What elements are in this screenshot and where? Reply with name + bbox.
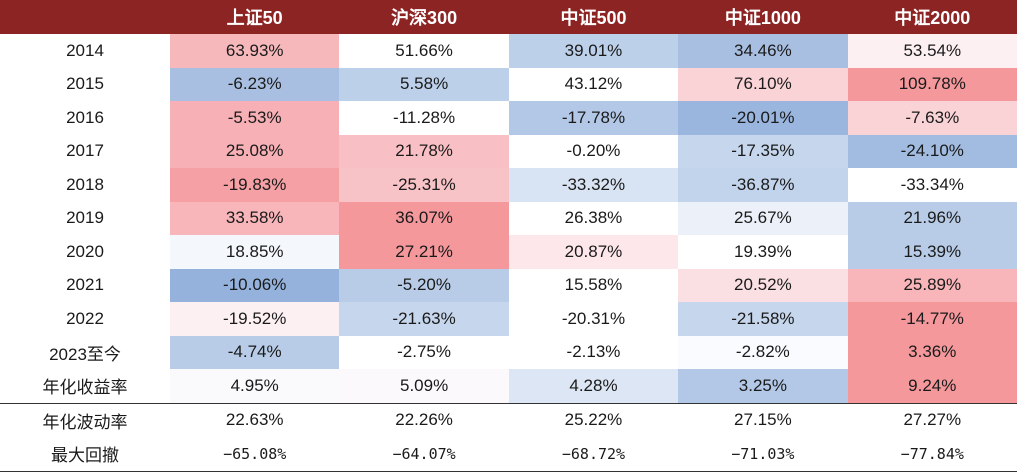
table-row: 2021 -10.06% -5.20% 15.58% 20.52% 25.89% <box>0 268 1017 302</box>
summary-cell: −77.84% <box>847 437 1017 472</box>
return-cell: -2.82% <box>678 335 848 369</box>
row-label: 年化波动率 <box>0 402 170 437</box>
return-cell: 5.09% <box>339 369 509 403</box>
return-cell: 26.38% <box>508 201 679 235</box>
return-cell: -33.32% <box>508 168 679 202</box>
return-cell: 39.01% <box>508 34 679 68</box>
table-row: 2016 -5.53% -11.28% -17.78% -20.01% -7.6… <box>0 101 1017 135</box>
return-cell: 9.24% <box>847 369 1017 403</box>
row-label: 2022 <box>0 302 170 336</box>
table-row: 2019 33.58% 36.07% 26.38% 25.67% 21.96% <box>0 201 1017 235</box>
table-row: 2018 -19.83% -25.31% -33.32% -36.87% -33… <box>0 168 1017 202</box>
return-cell: 53.54% <box>847 34 1017 68</box>
header-corner-cell <box>0 0 170 34</box>
summary-cell: 22.63% <box>170 402 340 437</box>
row-label: 2023至今 <box>0 335 170 369</box>
return-cell: -25.31% <box>339 168 509 202</box>
summary-cell: 25.22% <box>508 402 679 437</box>
return-cell: 18.85% <box>170 235 340 269</box>
return-cell: 20.87% <box>508 235 679 269</box>
return-cell: 51.66% <box>339 34 509 68</box>
return-cell: -5.20% <box>339 268 509 302</box>
return-cell: -17.35% <box>678 134 848 168</box>
return-cell: 27.21% <box>339 235 509 269</box>
return-cell: -21.58% <box>678 302 848 336</box>
table-row: 2022 -19.52% -21.63% -20.31% -21.58% -14… <box>0 302 1017 336</box>
return-cell: -19.83% <box>170 168 340 202</box>
return-cell: 33.58% <box>170 201 340 235</box>
return-cell: 19.39% <box>678 235 848 269</box>
table-row: 2023至今 -4.74% -2.75% -2.13% -2.82% 3.36% <box>0 335 1017 369</box>
row-label: 年化收益率 <box>0 369 170 403</box>
return-cell: -21.63% <box>339 302 509 336</box>
return-cell: 3.25% <box>678 369 848 403</box>
return-cell: 5.58% <box>339 67 509 101</box>
return-cell: -5.53% <box>170 101 340 135</box>
return-cell: 76.10% <box>678 67 848 101</box>
row-label: 2020 <box>0 235 170 269</box>
return-cell: -24.10% <box>847 134 1017 168</box>
return-cell: 25.89% <box>847 268 1017 302</box>
column-header: 中证1000 <box>678 0 848 34</box>
return-cell: 21.96% <box>847 201 1017 235</box>
return-cell: 4.95% <box>170 369 340 403</box>
return-cell: -20.01% <box>678 101 848 135</box>
return-cell: -0.20% <box>508 134 679 168</box>
return-cell: 20.52% <box>678 268 848 302</box>
row-label: 2021 <box>0 268 170 302</box>
summary-row: 最大回撤 −65.08% −64.07% −68.72% −71.03% −77… <box>0 437 1017 472</box>
summary-cell: 22.26% <box>339 402 509 437</box>
return-cell: -2.75% <box>339 335 509 369</box>
summary-cell: −65.08% <box>170 437 340 472</box>
return-cell: 109.78% <box>847 67 1017 101</box>
table-row: 2020 18.85% 27.21% 20.87% 19.39% 15.39% <box>0 235 1017 269</box>
summary-cell: 27.27% <box>847 402 1017 437</box>
return-cell: -17.78% <box>508 101 679 135</box>
row-label: 2016 <box>0 101 170 135</box>
summary-cell: −68.72% <box>508 437 679 472</box>
return-cell: -7.63% <box>847 101 1017 135</box>
return-cell: 36.07% <box>339 201 509 235</box>
row-label: 2014 <box>0 34 170 68</box>
column-header: 中证2000 <box>847 0 1017 34</box>
row-label: 2015 <box>0 67 170 101</box>
return-cell: -6.23% <box>170 67 340 101</box>
return-cell: -10.06% <box>170 268 340 302</box>
row-label: 2018 <box>0 168 170 202</box>
return-cell: 15.58% <box>508 268 679 302</box>
column-header: 中证500 <box>508 0 679 34</box>
table-row: 2014 63.93% 51.66% 39.01% 34.46% 53.54% <box>0 34 1017 68</box>
header-row: 上证50 沪深300 中证500 中证1000 中证2000 <box>0 0 1017 34</box>
return-cell: 15.39% <box>847 235 1017 269</box>
return-cell: 34.46% <box>678 34 848 68</box>
return-cell: -19.52% <box>170 302 340 336</box>
return-cell: 43.12% <box>508 67 679 101</box>
return-cell: 3.36% <box>847 335 1017 369</box>
return-cell: 21.78% <box>339 134 509 168</box>
table-row: 2015 -6.23% 5.58% 43.12% 76.10% 109.78% <box>0 67 1017 101</box>
return-cell: -33.34% <box>847 168 1017 202</box>
summary-cell: 27.15% <box>678 402 848 437</box>
return-cell: -4.74% <box>170 335 340 369</box>
return-cell: -2.13% <box>508 335 679 369</box>
row-label: 最大回撤 <box>0 437 170 472</box>
return-cell: 25.67% <box>678 201 848 235</box>
summary-cell: −71.03% <box>678 437 848 472</box>
row-label: 2017 <box>0 134 170 168</box>
return-cell: -14.77% <box>847 302 1017 336</box>
return-cell: 25.08% <box>170 134 340 168</box>
column-header: 沪深300 <box>339 0 509 34</box>
return-cell: -36.87% <box>678 168 848 202</box>
column-header: 上证50 <box>170 0 340 34</box>
table-row: 2017 25.08% 21.78% -0.20% -17.35% -24.10… <box>0 134 1017 168</box>
return-cell: -11.28% <box>339 101 509 135</box>
table-row: 年化收益率 4.95% 5.09% 4.28% 3.25% 9.24% <box>0 369 1017 403</box>
return-cell: -20.31% <box>508 302 679 336</box>
return-cell: 63.93% <box>170 34 340 68</box>
row-label: 2019 <box>0 201 170 235</box>
summary-row: 年化波动率 22.63% 22.26% 25.22% 27.15% 27.27% <box>0 402 1017 437</box>
summary-cell: −64.07% <box>339 437 509 472</box>
return-cell: 4.28% <box>508 369 679 403</box>
